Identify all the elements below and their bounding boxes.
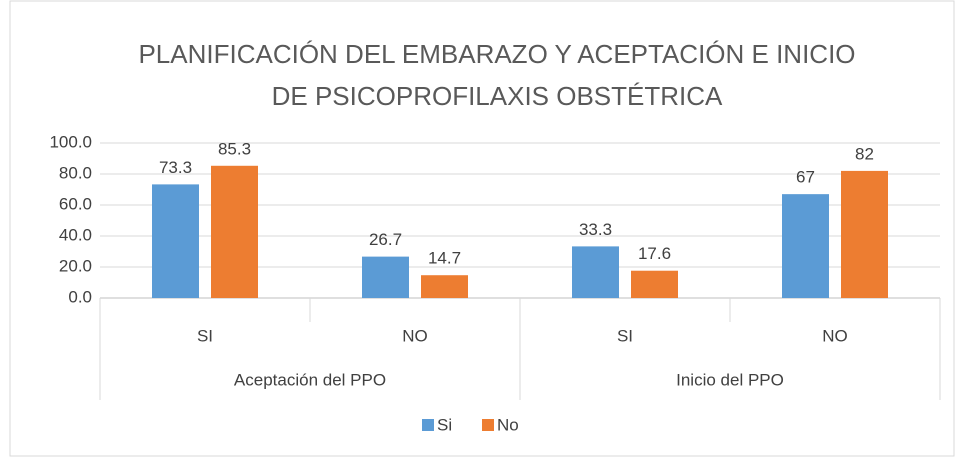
data-label: 85.3 (218, 139, 251, 158)
y-tick-label: 100.0 (49, 132, 92, 151)
bar (421, 275, 468, 298)
bar (152, 184, 199, 298)
y-tick-label: 20.0 (59, 256, 92, 275)
x-tick-label: NO (402, 326, 428, 345)
data-label: 17.6 (638, 244, 671, 263)
group-label: Aceptación del PPO (234, 370, 386, 389)
data-label: 26.7 (369, 230, 402, 249)
data-label: 82 (855, 144, 874, 163)
legend-label: No (497, 415, 519, 434)
chart-title: PLANIFICACIÓN DEL EMBARAZO Y ACEPTACIÓN … (138, 39, 855, 69)
y-tick-label: 0.0 (68, 287, 92, 306)
bar (782, 194, 829, 298)
data-label: 14.7 (428, 249, 461, 268)
group-label: Inicio del PPO (676, 370, 784, 389)
bar (631, 270, 678, 298)
data-label: 73.3 (159, 158, 192, 177)
y-tick-label: 80.0 (59, 163, 92, 182)
bar (572, 246, 619, 298)
bar (362, 256, 409, 298)
chart-title: DE PSICOPROFILAXIS OBSTÉTRICA (272, 81, 723, 111)
x-tick-label: SI (197, 326, 213, 345)
legend-swatch (422, 419, 434, 431)
bar (211, 165, 258, 298)
legend-swatch (482, 419, 494, 431)
y-tick-label: 60.0 (59, 194, 92, 213)
data-label: 67 (796, 168, 815, 187)
bar (841, 170, 888, 298)
x-tick-label: NO (822, 326, 848, 345)
x-tick-label: SI (617, 326, 633, 345)
y-tick-label: 40.0 (59, 225, 92, 244)
legend-label: Si (437, 415, 452, 434)
data-label: 33.3 (579, 220, 612, 239)
